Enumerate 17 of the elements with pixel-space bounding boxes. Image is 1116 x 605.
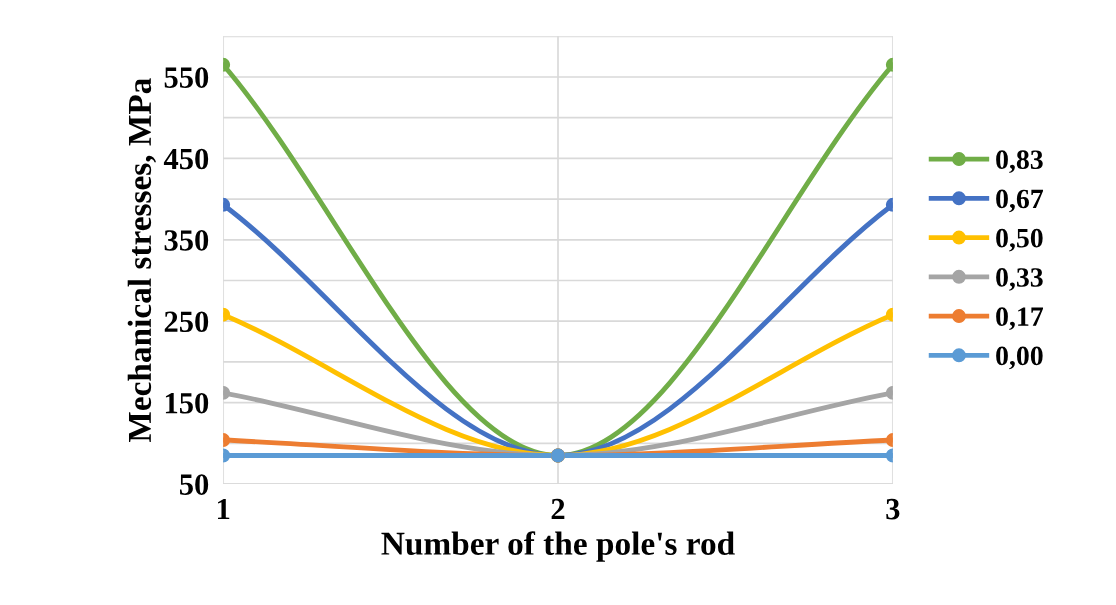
x-axis-title: Number of the pole's rod bbox=[381, 531, 735, 562]
y-tick-label: 50 bbox=[179, 474, 209, 495]
legend-label: 0,17 bbox=[996, 307, 1044, 331]
x-tick-label: 1 bbox=[218, 498, 230, 520]
y-axis-title: Mechanical stresses, MPa bbox=[127, 78, 156, 443]
legend-label: 0,83 bbox=[996, 150, 1043, 174]
x-tick-label: 3 bbox=[886, 498, 900, 520]
legend-label: 0,00 bbox=[996, 346, 1043, 370]
y-tick-label: 150 bbox=[165, 392, 209, 414]
x-tick-label: 2 bbox=[551, 498, 565, 520]
legend-label: 0,67 bbox=[996, 189, 1044, 213]
legend-label: 0,33 bbox=[996, 268, 1043, 291]
y-tick-label: 550 bbox=[164, 67, 209, 88]
y-tick-label: 350 bbox=[164, 230, 209, 251]
legend-label: 0,50 bbox=[996, 228, 1043, 252]
y-tick-label: 450 bbox=[163, 148, 209, 170]
y-tick-label: 250 bbox=[164, 311, 209, 333]
